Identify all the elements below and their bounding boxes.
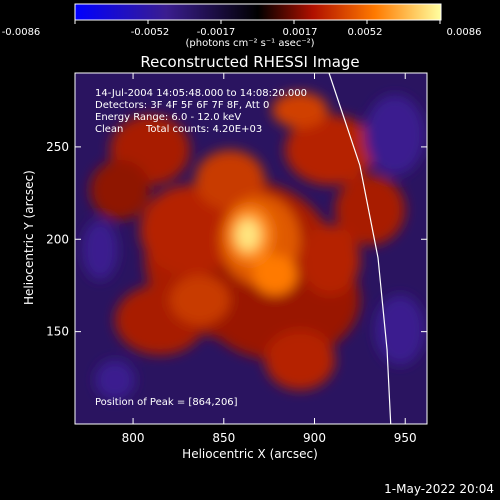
x-tick-label: 950 <box>394 431 417 445</box>
colorbar-tick: 0.0086 <box>446 27 482 38</box>
emission-region <box>375 295 425 365</box>
colorbar-tick: -0.0017 <box>196 27 236 38</box>
emission-region <box>195 150 265 210</box>
emission-region <box>82 220 118 280</box>
emission-region <box>253 255 297 295</box>
y-tick-label: 200 <box>46 232 69 246</box>
x-tick-label: 900 <box>303 431 326 445</box>
y-axis-label: Heliocentric Y (arcsec) <box>22 170 36 305</box>
colorbar-tick: 0.0017 <box>282 27 318 38</box>
annotation-counts: Total counts: 4.20E+03 <box>146 124 263 135</box>
annotation-detectors: Detectors: 3F 4F 5F 6F 7F 8F, Att 0 <box>95 100 270 111</box>
colorbar-units: (photons cm⁻² s⁻¹ asec⁻²) <box>185 38 315 49</box>
timestamp-footer: 1-May-2022 20:04 <box>384 482 494 496</box>
emission-region <box>285 115 375 185</box>
colorbar-tick: -0.0086 <box>1 27 41 38</box>
annotation-time: 14-Jul-2004 14:05:48.000 to 14:08:20.000 <box>95 88 307 99</box>
y-tick-label: 250 <box>46 140 69 154</box>
annotation-energy: Energy Range: 6.0 - 12.0 keV <box>95 112 242 123</box>
annotation-peak: Position of Peak = [864,206] <box>95 397 238 408</box>
emission-region <box>335 175 405 245</box>
emission-region <box>365 95 425 175</box>
colorbar-tick: -0.0052 <box>130 27 170 38</box>
emission-region <box>272 92 328 128</box>
solar-limb <box>328 73 392 424</box>
x-axis-label: Heliocentric X (arcsec) <box>182 447 318 461</box>
emission-region <box>236 219 260 251</box>
chart-title: Reconstructed RHESSI Image <box>140 53 360 71</box>
emission-region <box>170 275 230 325</box>
emission-region <box>265 330 335 390</box>
colorbar-tick: 0.0052 <box>347 27 383 38</box>
emission-region <box>95 360 135 400</box>
emission-region <box>300 225 360 295</box>
colorbar <box>74 3 442 24</box>
x-tick-label: 800 <box>122 431 145 445</box>
colorbar-gradient <box>74 3 442 21</box>
x-tick-label: 850 <box>212 431 235 445</box>
emission-region <box>90 160 150 220</box>
emission-region <box>140 185 240 275</box>
y-tick-label: 150 <box>46 325 69 339</box>
annotation-clean: Clean <box>95 124 124 135</box>
